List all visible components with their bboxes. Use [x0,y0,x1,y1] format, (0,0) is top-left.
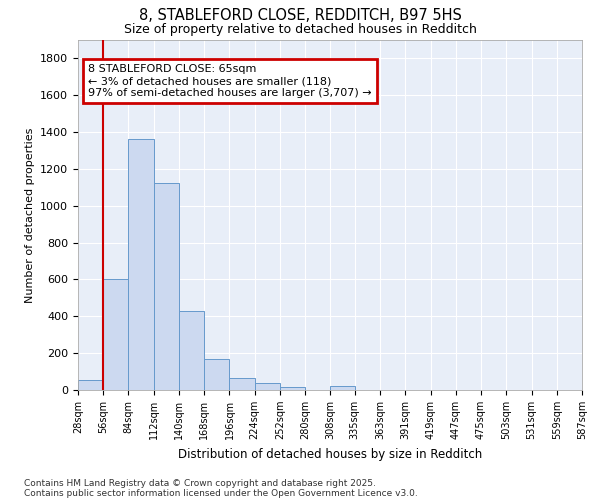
Bar [255,383,280,390]
Bar [331,386,355,390]
Bar [128,138,154,390]
Y-axis label: Number of detached properties: Number of detached properties [25,128,35,302]
Text: 8, STABLEFORD CLOSE, REDDITCH, B97 5HS: 8, STABLEFORD CLOSE, REDDITCH, B97 5HS [139,8,461,22]
Bar [229,378,255,390]
Bar [154,183,179,390]
Text: 8 STABLEFORD CLOSE: 65sqm
← 3% of detached houses are smaller (118)
97% of semi-: 8 STABLEFORD CLOSE: 65sqm ← 3% of detach… [88,64,372,98]
Text: Contains public sector information licensed under the Open Government Licence v3: Contains public sector information licen… [24,488,418,498]
Bar [103,278,128,390]
Bar [204,358,229,390]
Bar [179,311,204,390]
Bar [280,387,305,390]
X-axis label: Distribution of detached houses by size in Redditch: Distribution of detached houses by size … [178,448,482,460]
Text: Size of property relative to detached houses in Redditch: Size of property relative to detached ho… [124,22,476,36]
Text: Contains HM Land Registry data © Crown copyright and database right 2025.: Contains HM Land Registry data © Crown c… [24,478,376,488]
Bar [78,380,103,390]
